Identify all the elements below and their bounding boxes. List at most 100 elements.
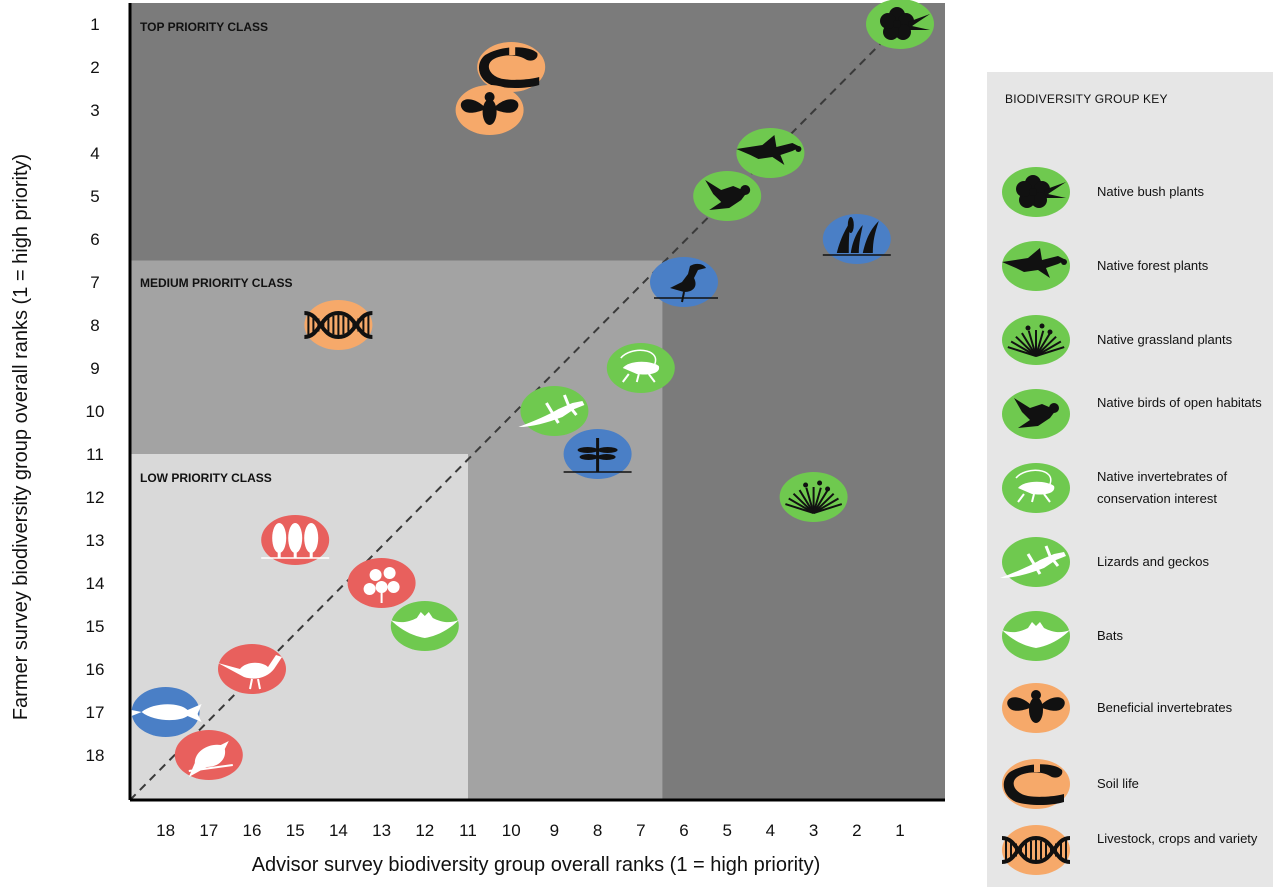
pheasant-icon (218, 655, 282, 690)
x-tick-label: 15 (286, 821, 305, 840)
x-axis-title: Advisor survey biodiversity group overal… (252, 854, 821, 876)
bat-icon (1002, 611, 1070, 661)
marker-reeds (822, 214, 891, 264)
dna-icon (1001, 825, 1071, 875)
key-item-label: Beneficial invertebrates (1097, 700, 1233, 715)
marker-heron (650, 257, 718, 307)
top-priority-class-label: TOP PRIORITY CLASS (140, 20, 268, 34)
weta-icon (1002, 463, 1070, 513)
grass-icon (1002, 315, 1070, 365)
x-tick-label: 4 (766, 821, 775, 840)
key-item: Lizards and geckos (987, 534, 1273, 594)
marker-flower (866, 0, 934, 49)
x-tick-label: 17 (199, 821, 218, 840)
x-tick-label: 18 (156, 821, 175, 840)
y-tick-label: 11 (86, 445, 104, 464)
weta-icon (620, 349, 660, 383)
y-tick-label: 7 (90, 273, 99, 292)
key-item-label: Bats (1097, 628, 1124, 643)
key-item-label: Livestock, crops and variety (1097, 831, 1258, 846)
key-item-label: Native birds of open habitats (1097, 395, 1262, 410)
y-tick-label: 9 (90, 359, 99, 378)
reeds-icon (822, 217, 891, 256)
heron-icon (654, 263, 718, 303)
y-tick-label: 12 (86, 488, 105, 507)
key-item-label: Native invertebrates of conservation int… (1097, 469, 1228, 506)
low-priority-class-label: LOW PRIORITY CLASS (140, 471, 272, 485)
y-tick-label: 10 (86, 402, 105, 421)
marker-dragonfly (563, 429, 632, 479)
bee-icon (1002, 683, 1070, 733)
y-tick-label: 14 (86, 574, 105, 593)
marker-grass (779, 472, 848, 522)
bird-flying-icon (736, 135, 802, 165)
marker-bee (455, 85, 524, 135)
data-markers (131, 0, 934, 780)
x-tick-label: 1 (895, 821, 904, 840)
key-item-label: Native grassland plants (1097, 332, 1233, 347)
marker-ellipse (520, 386, 589, 436)
grass-icon (785, 480, 843, 514)
axes (128, 3, 945, 802)
y-tick-label: 18 (86, 746, 105, 765)
key-item: Beneficial invertebrates (987, 680, 1273, 740)
songbird-icon (188, 741, 233, 777)
medium-priority-class-label: MEDIUM PRIORITY CLASS (140, 276, 292, 290)
bird-flying-icon (1002, 241, 1070, 291)
worm-icon (478, 45, 540, 88)
marker-flowers (347, 558, 416, 608)
marker-bird-flying (736, 128, 805, 178)
y-tick-label: 4 (90, 144, 99, 163)
lizard-icon (518, 394, 585, 427)
lizard-icon (1000, 537, 1070, 587)
y-tick-label: 1 (90, 15, 99, 34)
worm-icon (1002, 759, 1070, 809)
marker-bat (390, 601, 459, 651)
key-item: Native grassland plants (987, 312, 1273, 372)
dragonfly-icon (563, 438, 632, 473)
dna-icon (304, 310, 373, 340)
key-item-label: Soil life (1097, 776, 1139, 791)
marker-songbird (174, 730, 243, 780)
x-tick-label: 14 (329, 821, 348, 840)
key-item-label: Native bush plants (1097, 184, 1204, 199)
y-tick-label: 17 (86, 703, 105, 722)
key-item: Livestock, crops and variety (987, 822, 1273, 882)
bird-icon (705, 180, 751, 210)
x-tick-label: 5 (722, 821, 731, 840)
bird-icon (1002, 389, 1070, 439)
marker-pheasant (218, 644, 286, 694)
y-tick-label: 16 (86, 660, 105, 679)
key-item: Soil life (987, 756, 1273, 816)
marker-weta (606, 343, 675, 393)
flowers-icon (363, 567, 400, 603)
y-tick-label: 5 (90, 187, 99, 206)
y-tick-label: 13 (86, 531, 105, 550)
bat-icon (390, 612, 459, 638)
key-item: Bats (987, 608, 1273, 668)
x-tick-label: 16 (243, 821, 262, 840)
key-item-label: Lizards and geckos (1097, 554, 1210, 569)
marker-fish (131, 687, 202, 737)
key-item-label: Native forest plants (1097, 258, 1209, 273)
x-tick-label: 2 (852, 821, 861, 840)
key-item: Native forest plants (987, 238, 1273, 298)
key-item: Native invertebrates of conservation int… (987, 460, 1273, 520)
key-title: BIODIVERSITY GROUP KEY (1005, 92, 1168, 106)
bee-icon (460, 92, 519, 125)
flower-icon (1002, 167, 1070, 217)
marker-trees (261, 515, 330, 565)
x-tick-label: 10 (502, 821, 521, 840)
trees-icon (261, 523, 330, 559)
x-tick-label: 7 (636, 821, 645, 840)
y-axis-title: Farmer survey biodiversity group overall… (10, 154, 32, 720)
marker-worm (477, 42, 546, 92)
flower-icon (880, 7, 930, 40)
rank-comparison-chart: TOP PRIORITY CLASS MEDIUM PRIORITY CLASS… (10, 0, 945, 876)
y-tick-label: 2 (90, 58, 99, 77)
x-tick-label: 12 (415, 821, 434, 840)
x-tick-labels: 18 17 16 15 14 13 12 11 10 9 8 7 6 5 4 3 2 1 (156, 821, 905, 840)
y-tick-label: 3 (90, 101, 99, 120)
x-tick-label: 6 (679, 821, 688, 840)
